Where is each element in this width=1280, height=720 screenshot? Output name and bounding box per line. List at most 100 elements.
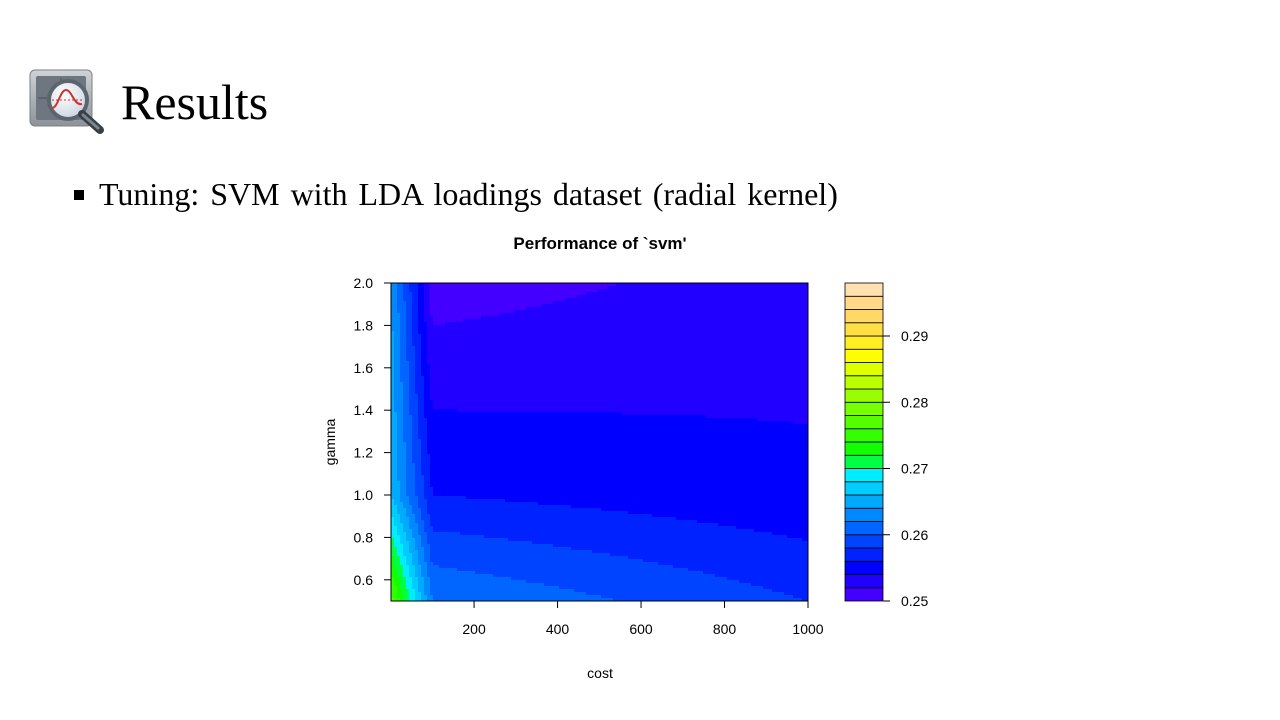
contour-cell xyxy=(637,313,641,317)
contour-cell xyxy=(766,286,770,290)
contour-cell xyxy=(691,283,695,287)
contour-cell xyxy=(577,286,581,290)
contour-cell xyxy=(430,319,434,323)
contour-cell xyxy=(640,319,644,323)
contour-cell xyxy=(592,301,596,305)
contour-cell xyxy=(481,301,485,305)
contour-cell xyxy=(424,313,428,317)
contour-cell xyxy=(661,340,665,344)
contour-cell xyxy=(766,337,770,341)
contour-cell xyxy=(634,337,638,341)
contour-cell xyxy=(454,295,458,299)
contour-cell xyxy=(796,283,800,287)
contour-cell xyxy=(670,334,674,338)
contour-cell xyxy=(460,283,464,287)
contour-cell xyxy=(679,316,683,320)
contour-cell xyxy=(463,337,467,341)
contour-cell xyxy=(670,283,674,287)
contour-cell xyxy=(601,304,605,308)
contour-cell xyxy=(559,292,563,296)
contour-cell xyxy=(649,316,653,320)
contour-cell xyxy=(418,322,422,326)
contour-cell xyxy=(532,298,536,302)
contour-cell xyxy=(478,283,482,287)
contour-cell xyxy=(430,292,434,296)
contour-cell xyxy=(463,289,467,293)
contour-cell xyxy=(682,316,686,320)
contour-cell xyxy=(559,283,563,287)
contour-cell xyxy=(454,304,458,308)
contour-cell xyxy=(409,310,413,314)
contour-cell xyxy=(781,298,785,302)
contour-cell xyxy=(673,307,677,311)
contour-cell xyxy=(577,331,581,335)
contour-cell xyxy=(490,328,494,332)
contour-cell xyxy=(631,310,635,314)
contour-cell xyxy=(778,283,782,287)
contour-cell xyxy=(805,313,808,317)
contour-cell xyxy=(421,343,425,347)
contour-cell xyxy=(715,322,719,326)
contour-cell xyxy=(490,304,494,308)
contour-cell xyxy=(466,310,470,314)
contour-cell xyxy=(592,340,596,344)
contour-cell xyxy=(508,283,512,287)
contour-cell xyxy=(763,322,767,326)
contour-cell xyxy=(442,316,446,320)
contour-cell xyxy=(619,328,623,332)
contour-cell xyxy=(739,301,743,305)
contour-cell xyxy=(433,307,437,311)
contour-cell xyxy=(607,337,611,341)
contour-cell xyxy=(715,307,719,311)
contour-cell xyxy=(499,298,503,302)
contour-cell xyxy=(727,325,731,329)
contour-cell xyxy=(562,331,566,335)
contour-cell xyxy=(661,313,665,317)
contour-cell xyxy=(691,325,695,329)
contour-cell xyxy=(487,334,491,338)
contour-cell xyxy=(571,289,575,293)
contour-cell xyxy=(634,325,638,329)
contour-cell xyxy=(424,343,428,347)
contour-cell xyxy=(547,325,551,329)
contour-cell xyxy=(661,292,665,296)
contour-cell xyxy=(727,334,731,338)
contour-cell xyxy=(763,340,767,344)
contour-cell xyxy=(676,298,680,302)
contour-cell xyxy=(613,307,617,311)
contour-cell xyxy=(640,334,644,338)
contour-cell xyxy=(496,340,500,344)
contour-cell xyxy=(757,343,761,347)
contour-cell xyxy=(610,289,614,293)
contour-cell xyxy=(736,289,740,293)
contour-cell xyxy=(751,289,755,293)
contour-cell xyxy=(484,343,488,347)
contour-cell xyxy=(415,307,419,311)
contour-cell xyxy=(556,319,560,323)
contour-cell xyxy=(556,283,560,287)
contour-cell xyxy=(529,304,533,308)
contour-cell xyxy=(799,292,803,296)
contour-cell xyxy=(769,313,773,317)
contour-cell xyxy=(733,289,737,293)
contour-cell xyxy=(550,316,554,320)
contour-cell xyxy=(673,334,677,338)
contour-cell xyxy=(712,328,716,332)
contour-cell xyxy=(766,307,770,311)
contour-cell xyxy=(715,319,719,323)
contour-cell xyxy=(556,286,560,290)
contour-cell xyxy=(736,340,740,344)
contour-cell xyxy=(754,337,758,341)
contour-cell xyxy=(553,298,557,302)
contour-cell xyxy=(784,316,788,320)
contour-cell xyxy=(745,286,749,290)
contour-cell xyxy=(781,313,785,317)
contour-cell xyxy=(523,301,527,305)
contour-cell xyxy=(694,334,698,338)
contour-cell xyxy=(781,286,785,290)
contour-cell xyxy=(502,343,506,347)
contour-cell xyxy=(514,343,518,347)
contour-cell xyxy=(667,319,671,323)
contour-cell xyxy=(646,325,650,329)
contour-cell xyxy=(715,331,719,335)
